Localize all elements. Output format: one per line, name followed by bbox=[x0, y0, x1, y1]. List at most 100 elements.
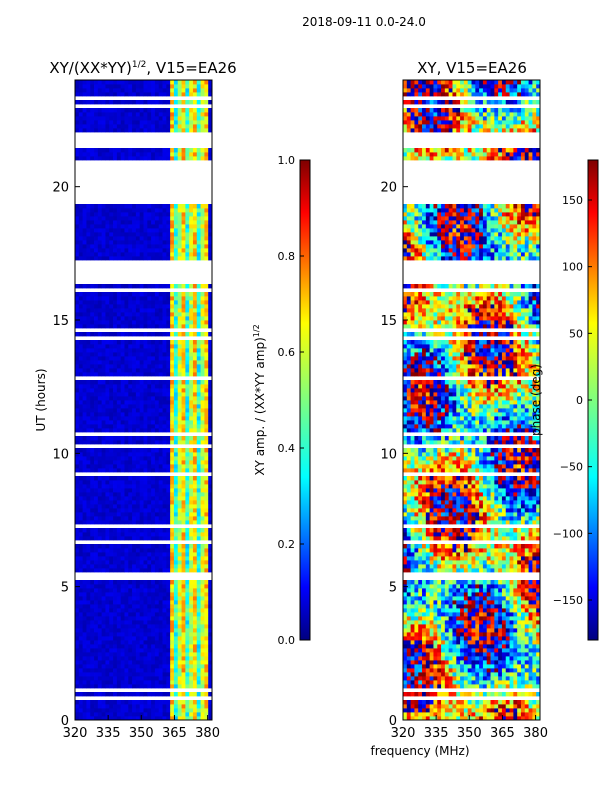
amp-cell bbox=[189, 380, 194, 385]
amp-cell bbox=[128, 568, 133, 573]
amp-cell bbox=[185, 364, 190, 369]
amp-cell bbox=[113, 560, 118, 565]
amp-cell bbox=[116, 532, 122, 537]
amp-cell bbox=[204, 684, 209, 689]
amp-cell bbox=[177, 360, 182, 365]
phase-cell bbox=[414, 664, 419, 669]
amp-cell bbox=[154, 396, 160, 401]
amp-cell bbox=[189, 232, 194, 237]
amp-cell bbox=[162, 236, 167, 241]
amp-cell bbox=[116, 400, 122, 405]
amp-cell bbox=[181, 616, 186, 621]
amp-cell bbox=[158, 604, 163, 609]
amp-cell bbox=[128, 156, 133, 161]
phase-cell bbox=[429, 708, 434, 713]
phase-cell bbox=[425, 680, 431, 685]
amp-cell bbox=[166, 424, 171, 429]
amp-cell bbox=[75, 504, 80, 509]
amp-cell bbox=[109, 656, 114, 661]
amp-cell bbox=[105, 704, 110, 709]
amp-cell bbox=[192, 124, 198, 129]
amp-cell bbox=[154, 244, 160, 249]
phase-cell bbox=[448, 716, 453, 721]
amp-cell bbox=[177, 88, 182, 93]
amp-cell bbox=[105, 596, 110, 601]
amp-cell bbox=[196, 564, 201, 569]
amp-cell bbox=[94, 716, 99, 721]
amp-cell bbox=[173, 428, 179, 433]
amp-cell bbox=[135, 436, 141, 441]
amp-cell bbox=[151, 420, 156, 425]
amp-cell bbox=[204, 700, 209, 705]
amp-cell bbox=[116, 148, 122, 153]
amp-cell bbox=[181, 460, 186, 465]
amp-cell bbox=[185, 612, 190, 617]
amp-cell bbox=[128, 456, 133, 461]
phase-cell bbox=[501, 692, 507, 697]
amp-cell bbox=[90, 252, 95, 257]
phase-cell bbox=[482, 652, 488, 657]
amp-cell bbox=[143, 532, 148, 537]
phase-cell bbox=[418, 680, 423, 685]
amp-cell bbox=[75, 116, 80, 121]
amp-cell bbox=[143, 224, 148, 229]
amp-cell bbox=[105, 392, 110, 397]
phase-cell bbox=[524, 684, 529, 689]
amp-cell bbox=[97, 252, 103, 257]
amp-cell bbox=[162, 716, 167, 721]
amp-cell bbox=[124, 400, 129, 405]
amp-cell bbox=[101, 244, 106, 249]
amp-cell bbox=[154, 488, 160, 493]
amp-cell bbox=[143, 428, 148, 433]
amp-cell bbox=[192, 512, 198, 517]
amp-cell bbox=[162, 600, 167, 605]
amp-cell bbox=[128, 560, 133, 565]
amp-cell bbox=[120, 372, 125, 377]
amp-cell bbox=[109, 460, 114, 465]
amp-cell bbox=[204, 464, 209, 469]
amp-cell bbox=[158, 504, 163, 509]
amp-cell bbox=[139, 672, 144, 677]
amp-cell bbox=[109, 228, 114, 233]
amp-cell bbox=[94, 500, 99, 505]
amp-cell bbox=[97, 316, 103, 321]
amp-cell bbox=[204, 208, 209, 213]
amp-cell bbox=[158, 668, 163, 673]
amp-cell bbox=[147, 360, 152, 365]
amp-cell bbox=[82, 480, 87, 485]
amp-cell bbox=[204, 252, 209, 257]
amp-cell bbox=[75, 360, 80, 365]
amp-cell bbox=[143, 416, 148, 421]
amp-cell bbox=[181, 564, 186, 569]
amp-cell bbox=[128, 220, 133, 225]
amp-cell bbox=[196, 84, 201, 89]
amp-cell bbox=[170, 340, 175, 345]
amp-cell bbox=[86, 552, 91, 557]
amp-cell bbox=[120, 248, 125, 253]
amp-cell bbox=[177, 644, 182, 649]
amp-cell bbox=[204, 300, 209, 305]
amp-cell bbox=[78, 332, 84, 337]
amp-cell bbox=[185, 124, 190, 129]
amp-cell bbox=[192, 664, 198, 669]
amp-cell bbox=[75, 672, 80, 677]
amp-cell bbox=[82, 536, 87, 541]
amp-cell bbox=[204, 384, 209, 389]
amp-cell bbox=[105, 344, 110, 349]
amp-cell bbox=[78, 312, 84, 317]
amp-cell bbox=[189, 628, 194, 633]
phase-cell bbox=[418, 704, 423, 709]
amp-cell bbox=[143, 340, 148, 345]
amp-cell bbox=[181, 584, 186, 589]
amp-cell bbox=[139, 388, 144, 393]
amp-cell bbox=[105, 372, 110, 377]
amp-cell bbox=[147, 408, 152, 413]
amp-cell bbox=[177, 672, 182, 677]
amp-cell bbox=[120, 584, 125, 589]
amp-cell bbox=[132, 244, 137, 249]
amp-cell bbox=[124, 120, 129, 125]
amp-cell bbox=[75, 404, 80, 409]
amp-cell bbox=[124, 312, 129, 317]
amp-cell bbox=[97, 488, 103, 493]
amp-cell bbox=[101, 484, 106, 489]
